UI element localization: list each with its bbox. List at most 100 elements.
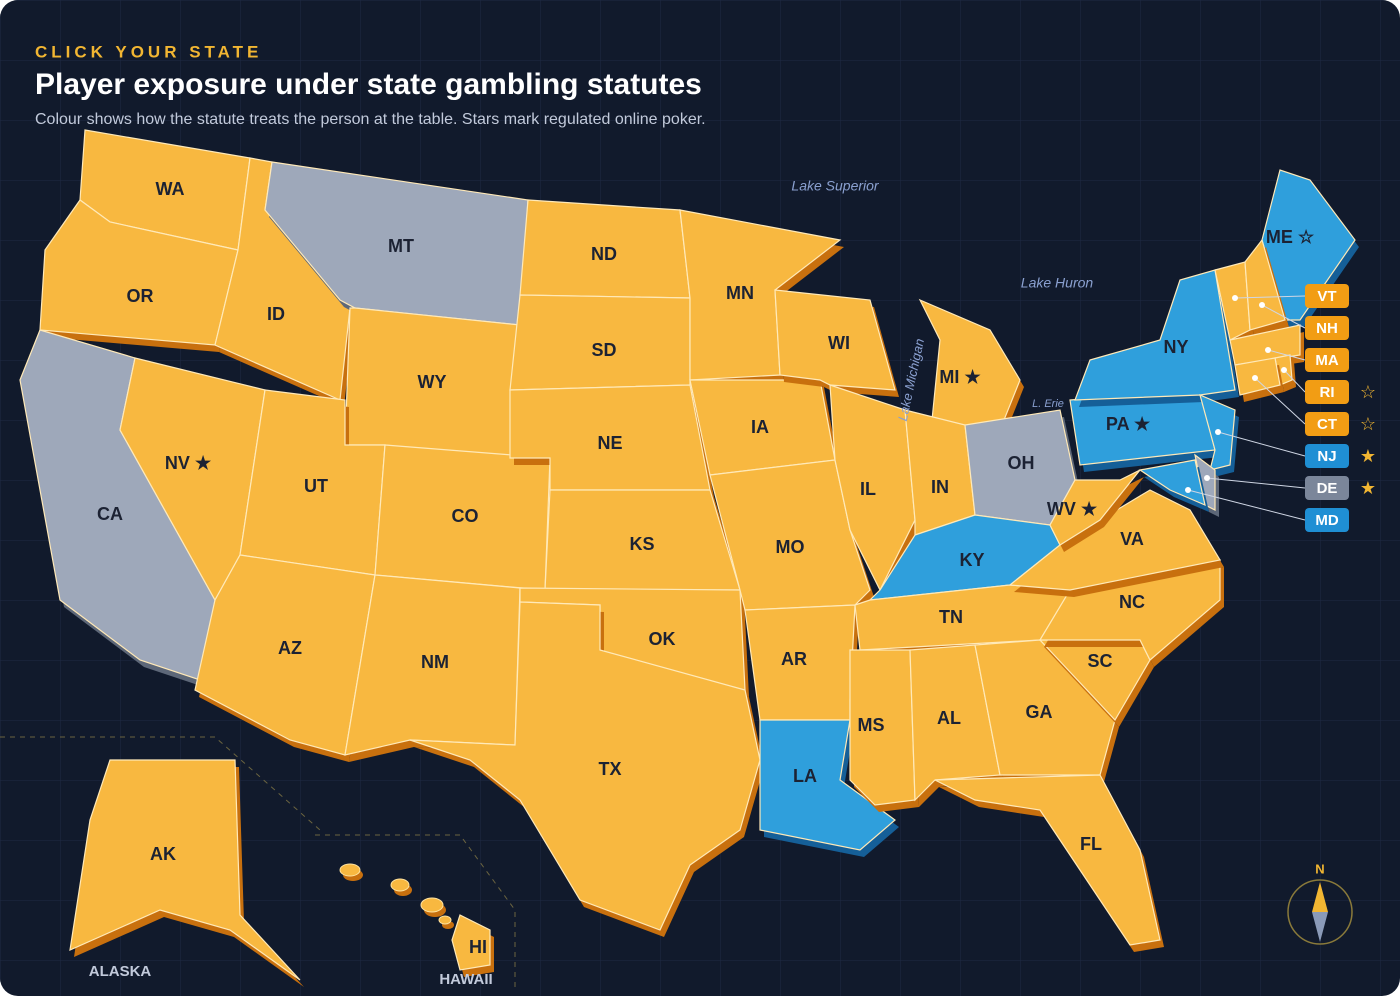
state[interactable] xyxy=(69,759,301,981)
lake-label: Lake Superior xyxy=(791,178,880,194)
state-code: AL xyxy=(937,708,961,728)
state-code: TX xyxy=(598,759,621,779)
lake-label: L. Erie xyxy=(1032,398,1064,410)
callout-label: NH xyxy=(1316,320,1338,337)
state[interactable] xyxy=(1074,269,1236,401)
state-label: VA xyxy=(1120,529,1144,549)
callout-box[interactable] xyxy=(1305,380,1349,404)
callout-box[interactable] xyxy=(1305,476,1349,500)
state[interactable] xyxy=(1229,324,1301,366)
inset-label: HAWAII xyxy=(439,971,492,988)
callout-dot xyxy=(1259,302,1265,308)
callout-dot xyxy=(1232,295,1238,301)
state-code: WI xyxy=(828,333,850,353)
state-label: KY xyxy=(959,550,984,570)
state-code: GA xyxy=(1026,702,1053,722)
state-code: NC xyxy=(1119,592,1145,612)
callout-box[interactable] xyxy=(1305,348,1349,372)
state-code: WY xyxy=(418,372,447,392)
callout-line xyxy=(1261,304,1306,329)
state[interactable] xyxy=(1244,238,1286,331)
state-label: TX xyxy=(598,759,621,779)
state-label: LA xyxy=(793,766,817,786)
callout-line xyxy=(1254,377,1306,425)
callout-label: DE xyxy=(1317,480,1338,497)
state-label: MS xyxy=(858,715,885,735)
island xyxy=(438,915,452,925)
compass: N xyxy=(1287,861,1353,945)
island xyxy=(339,863,361,877)
island xyxy=(390,878,410,892)
state-code: CA xyxy=(97,504,123,524)
state-label: NM xyxy=(421,652,449,672)
callout-dot xyxy=(1185,487,1191,493)
state-code: TN xyxy=(939,607,963,627)
callout-box[interactable] xyxy=(1305,316,1349,340)
state-label: CO xyxy=(452,506,479,526)
state-code: NV xyxy=(165,453,190,473)
state[interactable] xyxy=(451,914,491,971)
state[interactable] xyxy=(909,644,1001,802)
state-label: AK xyxy=(150,844,176,864)
state-label: NV ★ xyxy=(165,453,212,473)
callout-line xyxy=(1234,295,1306,299)
state-code: MT xyxy=(388,236,414,256)
state-code: AR xyxy=(781,649,807,669)
callout-dot xyxy=(1252,375,1258,381)
state-code: CO xyxy=(452,506,479,526)
eyebrow: CLICK YOUR STATE xyxy=(35,42,262,61)
state[interactable] xyxy=(1138,459,1206,507)
state-code: NM xyxy=(421,652,449,672)
state-label: WY xyxy=(418,372,447,392)
state[interactable] xyxy=(974,639,1116,776)
callout-label: NJ xyxy=(1317,448,1336,465)
state-label: WI xyxy=(828,333,850,353)
subtitle: Colour shows how the statute treats the … xyxy=(35,111,706,128)
state-label: AL xyxy=(937,708,961,728)
callout-dot xyxy=(1215,429,1221,435)
state-code: ND xyxy=(591,244,617,264)
state-label: ME ☆ xyxy=(1266,227,1315,247)
state-code: KY xyxy=(959,550,984,570)
callout-star: ☆ xyxy=(1360,414,1376,434)
state-code: OR xyxy=(127,286,154,306)
state-label: MT xyxy=(388,236,414,256)
state-label: SD xyxy=(591,340,616,360)
callout-star: ☆ xyxy=(1360,382,1376,402)
state-label: AZ xyxy=(278,638,302,658)
state-code: MN xyxy=(726,283,754,303)
state-label: NY xyxy=(1163,337,1188,357)
state-label: CA xyxy=(97,504,123,524)
state-code: MI xyxy=(939,367,959,387)
state[interactable] xyxy=(409,601,761,931)
callout-box[interactable] xyxy=(1305,412,1349,436)
state-label: NC xyxy=(1119,592,1145,612)
callout-label: CT xyxy=(1317,416,1337,433)
state-code: MS xyxy=(858,715,885,735)
state-label: AR xyxy=(781,649,807,669)
state-label: PA ★ xyxy=(1106,414,1151,434)
callout-dot xyxy=(1204,475,1210,481)
state-label: FL xyxy=(1080,834,1102,854)
state-code: WV xyxy=(1047,499,1076,519)
state[interactable] xyxy=(934,774,1161,946)
state-label: MO xyxy=(776,537,805,557)
callout-dot xyxy=(1265,347,1271,353)
callout-box[interactable] xyxy=(1305,444,1349,468)
callout-box[interactable] xyxy=(1305,508,1349,532)
title: Player exposure under state gambling sta… xyxy=(35,68,702,101)
state-code: IN xyxy=(931,477,949,497)
state-code: VA xyxy=(1120,529,1144,549)
state-code: OK xyxy=(649,629,676,649)
state-label: MN xyxy=(726,283,754,303)
state-label: WA xyxy=(156,179,185,199)
callout-box[interactable] xyxy=(1305,284,1349,308)
state-label: IA xyxy=(751,417,769,437)
state-code: NE xyxy=(597,433,622,453)
state[interactable] xyxy=(904,409,976,536)
state-code: ME xyxy=(1266,227,1293,247)
callout-label: VT xyxy=(1317,288,1336,305)
state-label: MI ★ xyxy=(939,367,981,387)
state-code: ID xyxy=(267,304,285,324)
state-code: OH xyxy=(1008,453,1035,473)
